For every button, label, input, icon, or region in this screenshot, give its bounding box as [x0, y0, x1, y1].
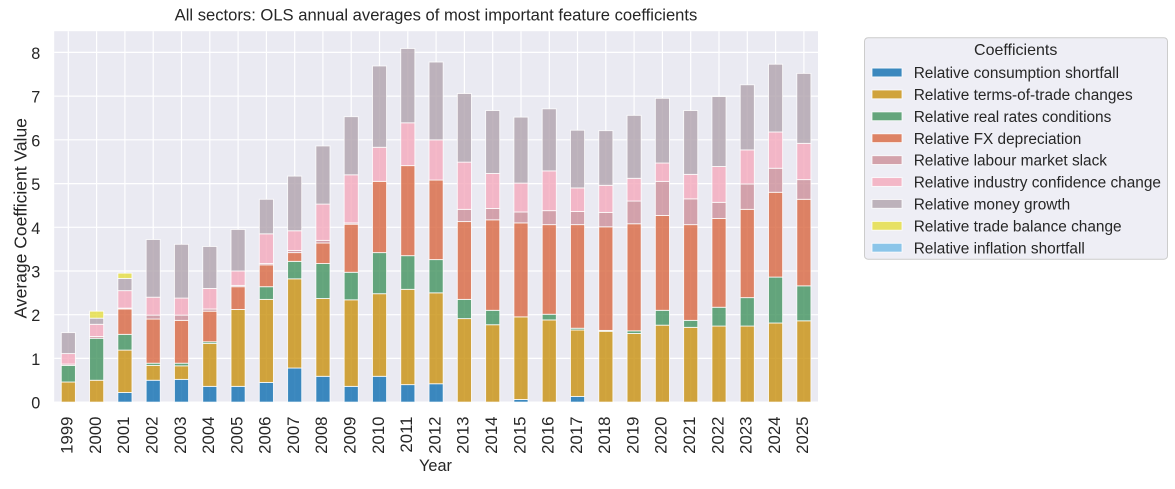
svg-text:2008: 2008	[312, 417, 331, 454]
svg-text:2002: 2002	[143, 417, 162, 454]
svg-text:2018: 2018	[595, 417, 614, 454]
svg-text:2015: 2015	[510, 417, 529, 454]
svg-text:Relative terms-of-trade change: Relative terms-of-trade changes	[914, 87, 1133, 104]
svg-text:0: 0	[31, 395, 40, 413]
svg-text:Coefficients: Coefficients	[974, 42, 1057, 59]
svg-text:2020: 2020	[652, 417, 671, 454]
svg-text:2005: 2005	[227, 417, 246, 454]
svg-text:1: 1	[31, 351, 40, 369]
svg-text:7: 7	[31, 89, 40, 107]
svg-text:Year: Year	[419, 457, 452, 475]
svg-text:2: 2	[31, 307, 40, 325]
svg-text:2001: 2001	[114, 417, 133, 454]
svg-text:2025: 2025	[793, 417, 812, 454]
svg-text:Relative inflation shortfall: Relative inflation shortfall	[914, 240, 1085, 257]
svg-text:2019: 2019	[623, 417, 642, 454]
svg-text:4: 4	[31, 220, 40, 238]
svg-text:2003: 2003	[171, 417, 190, 454]
svg-text:2014: 2014	[482, 417, 501, 454]
svg-text:8: 8	[31, 45, 40, 63]
svg-text:Relative labour market slack: Relative labour market slack	[914, 153, 1108, 170]
svg-text:2004: 2004	[199, 417, 218, 454]
svg-text:Relative real rates conditions: Relative real rates conditions	[914, 109, 1112, 126]
svg-text:2017: 2017	[567, 417, 586, 454]
svg-text:1999: 1999	[58, 417, 77, 454]
svg-text:2013: 2013	[454, 417, 473, 454]
svg-text:Relative industry confidence c: Relative industry confidence change	[914, 175, 1161, 192]
svg-text:2010: 2010	[369, 417, 388, 454]
svg-text:All sectors: OLS annual averag: All sectors: OLS annual averages of most…	[175, 5, 698, 24]
svg-text:2007: 2007	[284, 417, 303, 454]
svg-text:Relative consumption shortfall: Relative consumption shortfall	[914, 65, 1119, 82]
svg-text:3: 3	[31, 264, 40, 282]
svg-text:Average Coefficient Value: Average Coefficient Value	[11, 118, 31, 318]
svg-text:2024: 2024	[765, 417, 784, 454]
svg-text:2009: 2009	[341, 417, 360, 454]
svg-text:Relative FX depreciation: Relative FX depreciation	[914, 131, 1082, 148]
svg-text:2023: 2023	[737, 417, 756, 454]
svg-text:2011: 2011	[397, 417, 416, 453]
svg-text:Relative trade balance change: Relative trade balance change	[914, 218, 1122, 235]
svg-text:2000: 2000	[86, 417, 105, 454]
svg-text:Relative money growth: Relative money growth	[914, 197, 1071, 214]
svg-text:5: 5	[31, 176, 40, 194]
svg-text:6: 6	[31, 132, 40, 150]
svg-text:2016: 2016	[539, 417, 558, 454]
svg-text:2021: 2021	[680, 417, 699, 454]
svg-text:2022: 2022	[708, 417, 727, 454]
svg-text:2006: 2006	[256, 417, 275, 454]
svg-text:2012: 2012	[425, 417, 444, 454]
